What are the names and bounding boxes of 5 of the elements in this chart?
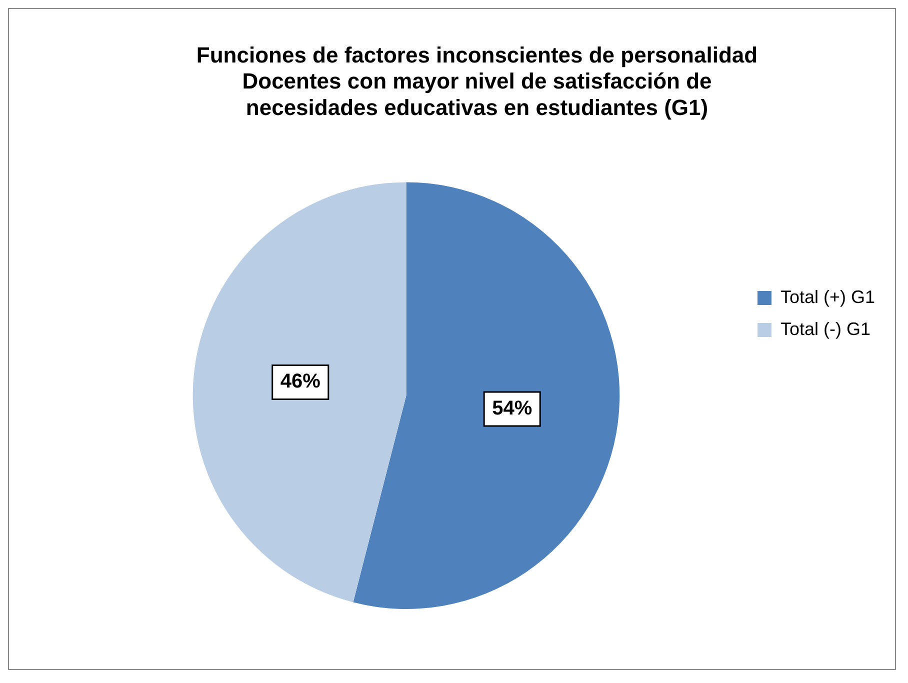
legend-label: Total (-) G1 — [780, 318, 870, 339]
legend-label: Total (+) G1 — [780, 286, 876, 307]
chart-title: Funciones de factores inconscientes de personalidad Docentes con mayor nivel de satisfacción de necesidades educativas en estudiantes (G1) — [196, 42, 758, 120]
data-label: 46% — [280, 370, 321, 393]
data-label: 54% — [492, 397, 532, 420]
